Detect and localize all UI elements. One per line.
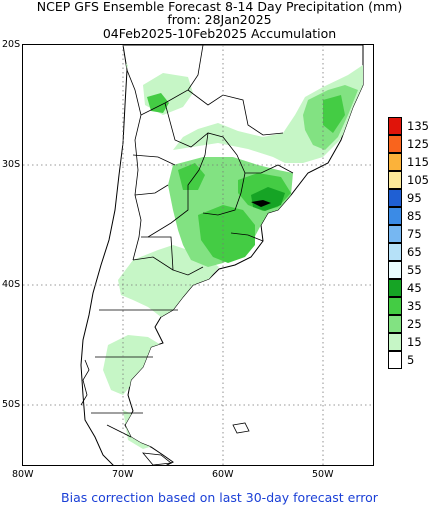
- legend-label: 35: [407, 299, 422, 313]
- legend-swatch: [388, 261, 402, 279]
- legend-swatch: [388, 297, 402, 315]
- legend-label: 85: [407, 209, 422, 223]
- legend-swatch: [388, 243, 402, 261]
- map-title-line-1: NCEP GFS Ensemble Forecast 8-14 Day Prec…: [36, 0, 403, 14]
- legend-swatch: [388, 207, 402, 225]
- legend-label: 115: [407, 155, 429, 169]
- legend-swatch: [388, 315, 402, 333]
- legend-swatch: [388, 189, 402, 207]
- legend-swatch: [388, 135, 402, 153]
- legend-label: 135: [407, 119, 429, 133]
- legend-label: 5: [407, 353, 415, 367]
- map-title-line-3: 04Feb2025-10Feb2025 Accumulation: [102, 26, 337, 41]
- precipitation-shading: [98, 57, 363, 449]
- lat-label-20s: 20S: [2, 39, 21, 50]
- graticule: [23, 45, 373, 465]
- legend-swatch: [388, 225, 402, 243]
- legend-swatch: [388, 153, 402, 171]
- legend-label: 15: [407, 335, 422, 349]
- legend-label: 55: [407, 263, 422, 277]
- lon-label-60w: 60W: [212, 469, 234, 480]
- lon-label-80w: 80W: [12, 469, 34, 480]
- legend-swatch: [388, 279, 402, 297]
- legend-label: 25: [407, 317, 422, 331]
- bias-correction-note: Bias correction based on last 30-day for…: [61, 490, 378, 505]
- lat-label-40s: 40S: [2, 279, 21, 290]
- legend-swatch: [388, 117, 402, 135]
- tierra-del-fuego: [142, 452, 173, 465]
- map-canvas: [23, 45, 373, 465]
- legend-label: 45: [407, 281, 422, 295]
- lat-label-30s: 30S: [2, 159, 21, 170]
- lat-label-50s: 50S: [2, 399, 21, 410]
- lagoon: [251, 200, 271, 207]
- legend-label: 125: [407, 137, 429, 151]
- legend-label: 95: [407, 191, 422, 205]
- map-title-line-2: from: 28Jan2025: [167, 12, 272, 27]
- political-borders: [91, 45, 294, 438]
- legend-swatch: [388, 351, 402, 369]
- lon-label-50w: 50W: [312, 469, 334, 480]
- legend-swatch: [388, 171, 402, 189]
- precipitation-map: [22, 44, 374, 466]
- legend-label: 65: [407, 245, 422, 259]
- chile-coast-fjords: [80, 359, 90, 406]
- falkland-islands: [232, 422, 250, 434]
- lon-label-70w: 70W: [112, 469, 134, 480]
- legend-swatch: [388, 333, 402, 351]
- legend-label: 75: [407, 227, 422, 241]
- legend-label: 105: [407, 173, 429, 187]
